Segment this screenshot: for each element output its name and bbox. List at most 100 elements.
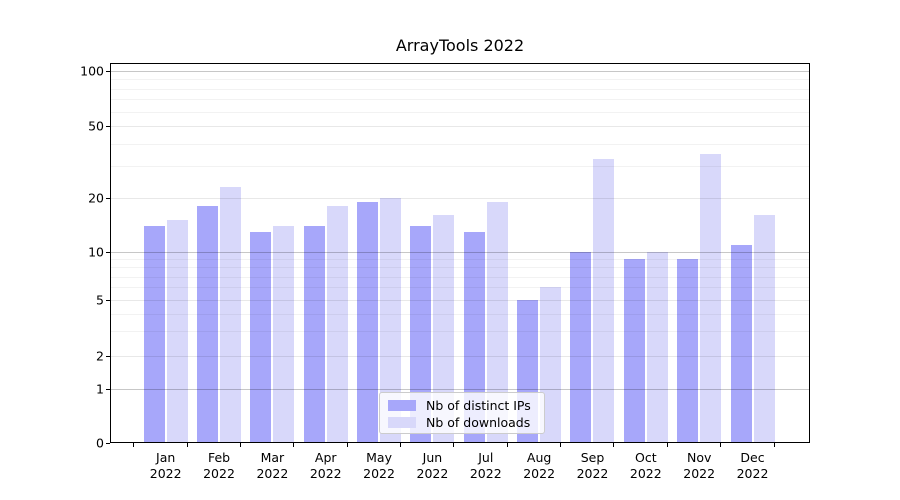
- gridline-minor-7: [111, 276, 809, 278]
- x-tick-year: 2022: [576, 466, 609, 481]
- x-tick-month: Nov: [686, 450, 712, 465]
- x-tick-mark-5: [400, 443, 402, 447]
- y-tick-mark-2: [106, 356, 110, 357]
- bar-downloads-mar: [273, 225, 295, 443]
- x-tick-year: 2022: [256, 466, 289, 481]
- x-tick-label-may: May 2022: [349, 450, 409, 482]
- bar-downloads-sep: [593, 158, 615, 443]
- x-tick-month: May: [366, 450, 392, 465]
- legend-item-downloads: Nb of downloads: [388, 414, 544, 431]
- gridline-minor-6: [111, 287, 809, 289]
- gridline-10: [111, 252, 809, 253]
- x-tick-year: 2022: [736, 466, 769, 481]
- gridline-minor-30: [111, 166, 809, 168]
- bar-downloads-nov: [700, 154, 722, 443]
- bar-distinct-ips-dec: [730, 244, 752, 443]
- y-tick-label-10: 10: [88, 244, 104, 260]
- x-tick-label-oct: Oct 2022: [616, 450, 676, 482]
- x-tick-year: 2022: [683, 466, 716, 481]
- legend-label: Nb of distinct IPs: [426, 398, 531, 413]
- y-tick-label-2: 2: [96, 348, 104, 364]
- x-tick-month: Aug: [526, 450, 552, 465]
- x-tick-label-mar: Mar 2022: [242, 450, 302, 482]
- x-tick-mark-1: [186, 443, 188, 447]
- gridline-minor-40: [111, 143, 809, 145]
- gridline-minor-3: [111, 331, 809, 333]
- x-tick-year: 2022: [416, 466, 449, 481]
- x-tick-year: 2022: [309, 466, 342, 481]
- x-tick-mark-8: [560, 443, 562, 447]
- y-tick-label-20: 20: [88, 190, 104, 206]
- y-tick-label-0: 0: [96, 435, 104, 451]
- x-tick-label-nov: Nov 2022: [669, 450, 729, 482]
- x-tick-mark-0: [133, 443, 135, 447]
- downloads-swatch-icon: [388, 417, 416, 428]
- y-tick-label-5: 5: [96, 292, 104, 308]
- x-tick-mark-7: [506, 443, 508, 447]
- x-tick-label-apr: Apr 2022: [296, 450, 356, 482]
- gridline-minor-8: [111, 267, 809, 269]
- y-tick-label-50: 50: [88, 118, 104, 134]
- gridline-minor-60: [111, 111, 809, 113]
- bar-downloads-may: [380, 198, 402, 443]
- x-tick-label-feb: Feb 2022: [189, 450, 249, 482]
- bar-distinct-ips-jul: [463, 231, 485, 443]
- x-tick-month: Feb: [207, 450, 231, 465]
- chart-title: ArrayTools 2022: [395, 36, 525, 55]
- y-tick-mark-20: [106, 198, 110, 199]
- legend-label: Nb of downloads: [426, 415, 531, 430]
- bar-distinct-ips-jan: [143, 225, 165, 443]
- gridline-50: [111, 126, 809, 127]
- x-tick-label-aug: Aug 2022: [509, 450, 569, 482]
- x-tick-mark-11: [720, 443, 722, 447]
- gridline-100: [111, 71, 809, 72]
- x-tick-month: Apr: [314, 450, 337, 465]
- x-tick-mark-6: [453, 443, 455, 447]
- gridline-20: [111, 198, 809, 199]
- x-tick-month: Dec: [740, 450, 765, 465]
- bar-distinct-ips-may: [357, 201, 379, 443]
- y-tick-mark-5: [106, 300, 110, 301]
- gridline-minor-80: [111, 88, 809, 90]
- legend-item-distinct-ips: Nb of distinct IPs: [388, 397, 544, 414]
- bar-downloads-dec: [753, 215, 775, 443]
- x-tick-mark-9: [613, 443, 615, 447]
- x-tick-year: 2022: [523, 466, 556, 481]
- x-tick-year: 2022: [629, 466, 662, 481]
- bar-downloads-jun: [433, 215, 455, 443]
- x-tick-mark-2: [240, 443, 241, 447]
- gridline-1: [111, 389, 809, 390]
- x-tick-mark-4: [346, 443, 348, 447]
- gridline-2: [111, 356, 809, 357]
- bar-distinct-ips-sep: [570, 252, 592, 443]
- x-tick-label-dec: Dec 2022: [723, 450, 783, 482]
- x-tick-mark-3: [293, 443, 295, 447]
- y-tick-mark-1: [106, 389, 110, 390]
- gridline-minor-4: [111, 313, 809, 315]
- bar-downloads-feb: [220, 187, 242, 443]
- bar-downloads-jan: [166, 220, 188, 443]
- x-tick-year: 2022: [469, 466, 502, 481]
- y-tick-label-100: 100: [80, 63, 104, 79]
- y-tick-mark-100: [106, 71, 110, 72]
- bar-distinct-ips-apr: [303, 225, 325, 443]
- bar-distinct-ips-feb: [197, 206, 219, 443]
- x-tick-month: Oct: [635, 450, 657, 465]
- legend: Nb of distinct IPs Nb of downloads: [379, 392, 545, 434]
- x-tick-label-jul: Jul 2022: [456, 450, 516, 482]
- x-tick-month: Mar: [260, 450, 285, 465]
- x-tick-month: Jun: [422, 450, 443, 465]
- y-tick-mark-10: [106, 252, 110, 253]
- gridline-minor-70: [111, 99, 809, 101]
- y-tick-mark-50: [106, 126, 110, 127]
- y-tick-mark-0: [106, 443, 110, 444]
- gridline-minor-9: [111, 259, 809, 261]
- y-tick-label-1: 1: [96, 381, 104, 397]
- x-tick-month: Jul: [478, 450, 494, 465]
- x-tick-mark-12: [773, 443, 775, 447]
- x-tick-year: 2022: [363, 466, 395, 481]
- x-tick-month: Sep: [580, 450, 605, 465]
- bar-downloads-oct: [646, 252, 668, 443]
- gridline-5: [111, 300, 809, 301]
